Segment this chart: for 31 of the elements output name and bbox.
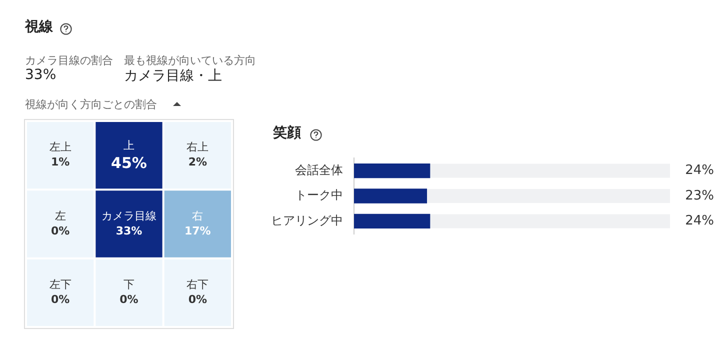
text: 最も視線が向いている方向 [124, 53, 256, 68]
data-label: 0% [50, 293, 70, 306]
annotation: 左 [54, 209, 66, 222]
data-label: 0% [120, 293, 138, 306]
y-tick-label: トーク中 [295, 188, 343, 202]
data-label: 17% [184, 224, 211, 238]
data-label: 24% [685, 214, 714, 229]
data-label: 45% [111, 154, 147, 172]
y-tick-label: 会話全体 [295, 162, 343, 177]
annotation: 右下 [186, 278, 209, 292]
text: カメラ目線・上 [124, 67, 222, 85]
data-label: 23% [685, 188, 714, 204]
text: カメラ目線の割合 [25, 53, 113, 68]
data-label: 0% [50, 224, 70, 238]
annotation: 右上 [186, 140, 209, 154]
data-label: 24% [685, 163, 714, 178]
annotation: 右 [192, 209, 204, 222]
annotation: 左上 [49, 140, 72, 154]
text: 33% [25, 67, 56, 83]
annotation: 上 [124, 139, 134, 152]
annotation: 下 [124, 278, 134, 292]
annotation: カメラ目線 [102, 209, 156, 222]
data-label: 1% [50, 156, 70, 169]
data-label: 33% [116, 224, 142, 238]
chart-title: 笑顔 [273, 124, 301, 142]
data-label: 0% [188, 293, 208, 306]
data-label: 2% [188, 156, 208, 169]
annotation: 左下 [49, 278, 72, 292]
chart-title: 視線 [25, 18, 53, 36]
y-tick-label: ヒアリング中 [271, 213, 343, 228]
chart-subtitle: 視線が向く方向ごとの割合 [25, 97, 157, 112]
